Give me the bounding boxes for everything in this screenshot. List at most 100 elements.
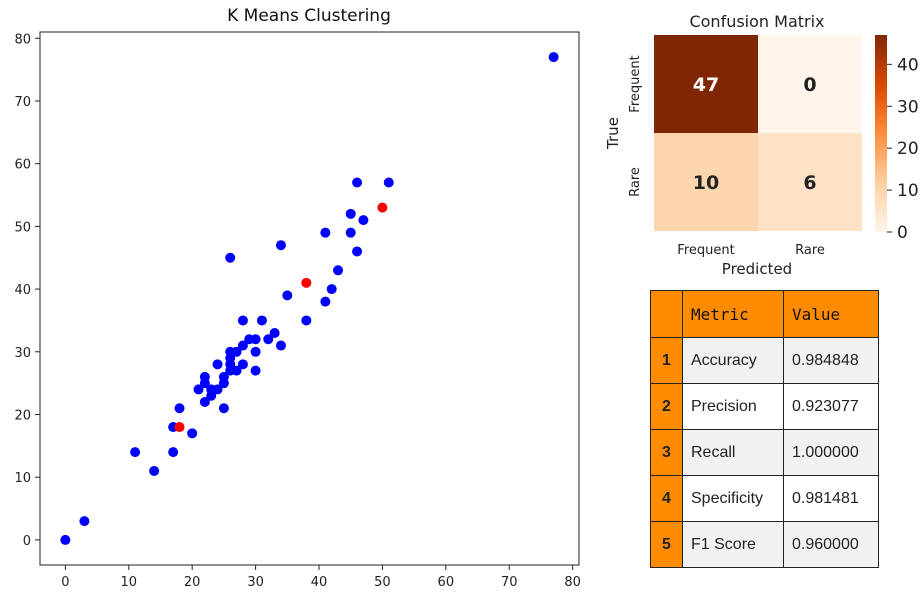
data-point (256, 315, 267, 326)
centroid-point (377, 202, 388, 213)
heatmap-cell-value: 0 (803, 74, 816, 96)
data-point (231, 365, 242, 376)
metrics-table-header-row: Metric Value (650, 290, 879, 338)
x-tick-label: 10 (121, 575, 138, 590)
data-point (60, 534, 71, 545)
metric-value: 0.960000 (783, 521, 879, 568)
table-row: 4 Specificity 0.981481 (650, 475, 879, 522)
confusion-matrix-labels: Frequent Rare Frequent Rare (628, 55, 825, 258)
y-tick-label: 10 (14, 471, 31, 486)
data-point (352, 246, 363, 257)
y-tick-label: 70 (14, 95, 31, 110)
data-point (352, 177, 363, 188)
data-point (225, 252, 236, 263)
confusion-matrix-chart: Confusion Matrix 47 0 10 6 Frequent RareFreq… (604, 12, 919, 278)
table-row: 1 Accuracy 0.984848 (650, 337, 879, 384)
metric-name: F1 Score (682, 521, 784, 568)
header-value: Value (783, 290, 879, 338)
data-point (548, 52, 559, 63)
metric-value: 0.981481 (783, 475, 879, 522)
header-index (650, 290, 683, 338)
y-tick-label: 50 (14, 220, 31, 235)
y-tick-label: 20 (14, 409, 31, 424)
data-point (320, 227, 331, 238)
data-point (320, 296, 331, 307)
confusion-matrix-title: Confusion Matrix (689, 12, 824, 31)
data-point (237, 340, 248, 351)
colorbar-tick-label: 10 (897, 181, 919, 201)
data-point (199, 396, 210, 407)
data-point (231, 346, 242, 357)
y-tick-label: 40 (14, 283, 31, 298)
data-point (212, 384, 223, 395)
data-point (218, 403, 229, 414)
x-tick-label: 50 (374, 575, 391, 590)
colorbar (875, 35, 887, 232)
data-point (250, 365, 261, 376)
x-tick-label: 30 (247, 575, 264, 590)
y-tick-label: 60 (14, 158, 31, 173)
data-point (199, 378, 210, 389)
x-tick-label: 0 (61, 575, 69, 590)
scatter-x-axis: 0 10 20 30 40 50 60 70 80 (61, 565, 581, 590)
table-row: 5 F1 Score 0.960000 (650, 521, 879, 568)
row-index: 2 (650, 383, 683, 430)
x-tick-label: 40 (311, 575, 328, 590)
row-index: 3 (650, 429, 683, 476)
data-point (383, 177, 394, 188)
data-point (263, 334, 274, 345)
heatmap-cell (654, 35, 758, 133)
kmeans-scatter-chart: K Means Clustering 0 10 20 30 40 50 60 70 80 0 10… (14, 6, 581, 590)
colorbar-tick-label: 20 (897, 139, 919, 159)
confusion-matrix-cells: 47 0 10 6 (654, 35, 862, 231)
data-point (237, 315, 248, 326)
data-point (250, 346, 261, 357)
colorbar-tick-label: 0 (897, 223, 908, 243)
data-point (149, 465, 160, 476)
y-tick-label: 80 (14, 32, 31, 47)
x-tick-label: 80 (564, 575, 581, 590)
metric-name: Accuracy (682, 337, 784, 384)
colorbar-ticks: 0 10 20 30 40 (887, 55, 919, 243)
x-tick-label: 60 (438, 575, 455, 590)
scatter-title: K Means Clustering (227, 6, 391, 26)
data-point (282, 290, 293, 301)
row-index: 5 (650, 521, 683, 568)
y-category-label: Frequent (628, 55, 643, 112)
data-point (358, 215, 369, 226)
data-point (237, 359, 248, 370)
data-point (130, 447, 141, 458)
scatter-points (60, 52, 559, 545)
centroid-point (301, 277, 312, 288)
data-point (174, 403, 185, 414)
confusion-matrix-xlabel: Predicted (722, 260, 792, 278)
data-point (301, 315, 312, 326)
heatmap-cell-value: 6 (803, 172, 816, 194)
y-tick-label: 0 (23, 534, 31, 549)
data-point (79, 516, 90, 527)
metric-name: Specificity (682, 475, 784, 522)
x-tick-label: 70 (501, 575, 518, 590)
colorbar-tick-label: 40 (897, 55, 919, 75)
heatmap-cell-value: 47 (693, 74, 719, 96)
centroid-point (174, 422, 185, 433)
table-row: 2 Precision 0.923077 (650, 383, 879, 430)
scatter-plot-frame (39, 31, 580, 566)
data-point (345, 208, 356, 219)
x-category-label: Frequent (677, 243, 734, 258)
scatter-y-axis: 0 10 20 30 40 50 60 70 80 (14, 32, 40, 549)
colorbar-tick-label: 30 (897, 97, 919, 117)
y-tick-label: 30 (14, 346, 31, 361)
row-index: 4 (650, 475, 683, 522)
metric-name: Recall (682, 429, 784, 476)
confusion-matrix-ylabel: True (604, 117, 622, 150)
metric-name: Precision (682, 383, 784, 430)
heatmap-cell (654, 133, 758, 231)
data-point (333, 265, 344, 276)
metrics-table: Metric Value 1 Accuracy 0.984848 2 Preci… (650, 290, 879, 568)
data-point (212, 359, 223, 370)
data-point (168, 447, 179, 458)
data-point (187, 428, 198, 439)
data-point (193, 384, 204, 395)
metric-value: 0.923077 (783, 383, 879, 430)
